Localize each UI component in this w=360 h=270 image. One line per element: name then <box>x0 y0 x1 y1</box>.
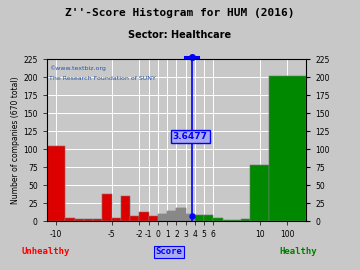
Bar <box>130 216 139 221</box>
Bar <box>251 165 269 221</box>
Bar <box>204 215 213 221</box>
Bar <box>241 219 251 221</box>
Bar <box>121 196 130 221</box>
Bar <box>167 211 176 221</box>
Bar <box>130 216 139 221</box>
Bar <box>139 212 149 221</box>
Bar <box>93 219 102 221</box>
Bar <box>112 218 121 221</box>
Text: Sector: Healthcare: Sector: Healthcare <box>129 30 231 40</box>
Text: Healthy: Healthy <box>279 248 317 256</box>
Bar <box>186 214 195 221</box>
Bar <box>269 76 306 221</box>
Bar <box>102 194 112 221</box>
Bar <box>84 219 93 221</box>
Bar <box>195 215 204 221</box>
Bar <box>158 214 167 221</box>
Text: 3.6477: 3.6477 <box>173 132 208 141</box>
Bar <box>241 219 251 221</box>
Text: ©www.textbiz.org: ©www.textbiz.org <box>49 66 105 71</box>
Text: The Research Foundation of SUNY: The Research Foundation of SUNY <box>49 76 156 80</box>
Bar <box>167 211 176 221</box>
Bar <box>65 218 75 221</box>
Bar <box>213 218 223 221</box>
Bar <box>232 220 241 221</box>
Bar <box>204 215 213 221</box>
Bar <box>84 219 93 221</box>
Bar <box>139 212 149 221</box>
Text: Score: Score <box>156 248 183 256</box>
Bar <box>232 220 241 221</box>
Bar <box>195 215 204 221</box>
Bar <box>47 146 65 221</box>
Bar <box>223 220 232 221</box>
Bar <box>158 214 167 221</box>
Y-axis label: Number of companies (670 total): Number of companies (670 total) <box>12 77 21 204</box>
Text: Unhealthy: Unhealthy <box>22 248 70 256</box>
Bar <box>251 165 269 221</box>
Text: Z''-Score Histogram for HUM (2016): Z''-Score Histogram for HUM (2016) <box>65 8 295 18</box>
Bar <box>47 146 65 221</box>
Bar <box>112 218 121 221</box>
Bar <box>149 216 158 221</box>
Bar <box>65 218 75 221</box>
Bar <box>223 220 232 221</box>
Bar <box>186 214 195 221</box>
Bar <box>102 194 112 221</box>
Bar <box>121 196 130 221</box>
Bar <box>176 208 186 221</box>
Bar <box>269 76 306 221</box>
Bar <box>176 208 186 221</box>
Bar <box>213 218 223 221</box>
Bar <box>93 219 102 221</box>
Bar <box>149 216 158 221</box>
Bar <box>75 219 84 221</box>
Bar <box>75 219 84 221</box>
